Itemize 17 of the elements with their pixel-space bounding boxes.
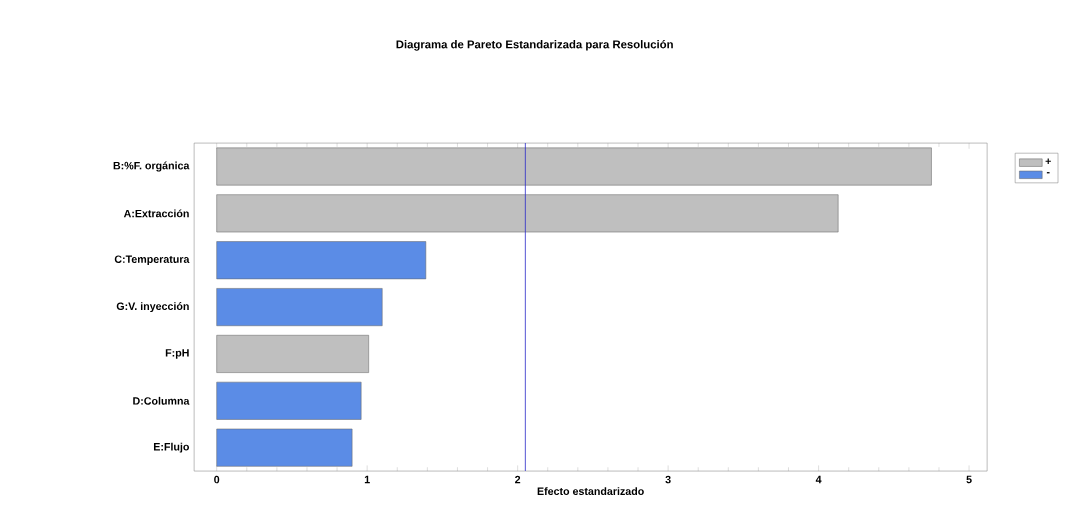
- y-tick-label: B:%F. orgánica: [113, 161, 190, 172]
- chart-title: Diagrama de Pareto Estandarizada para Resolución: [396, 39, 673, 51]
- x-axis-title: Efecto estandarizado: [537, 487, 644, 496]
- y-tick-label: A:Extracción: [123, 209, 189, 218]
- y-tick-label: D:Columna: [133, 396, 190, 405]
- legend-label: -: [1046, 172, 1050, 174]
- y-tick-label: F:pH: [165, 349, 189, 359]
- x-tick-label: 5: [966, 475, 972, 484]
- y-tick-label: E:Flujo: [153, 442, 190, 453]
- y-tick-label: C:Temperatura: [114, 255, 190, 266]
- x-tick-label: 4: [815, 475, 822, 484]
- x-tick-label: 2: [515, 475, 521, 484]
- y-tick-label: G:V. inyección: [116, 302, 189, 313]
- x-tick-label: 0: [214, 475, 220, 484]
- x-tick-label: 1: [364, 475, 370, 484]
- x-tick-label: 3: [665, 475, 671, 484]
- legend-label: +: [1045, 158, 1051, 164]
